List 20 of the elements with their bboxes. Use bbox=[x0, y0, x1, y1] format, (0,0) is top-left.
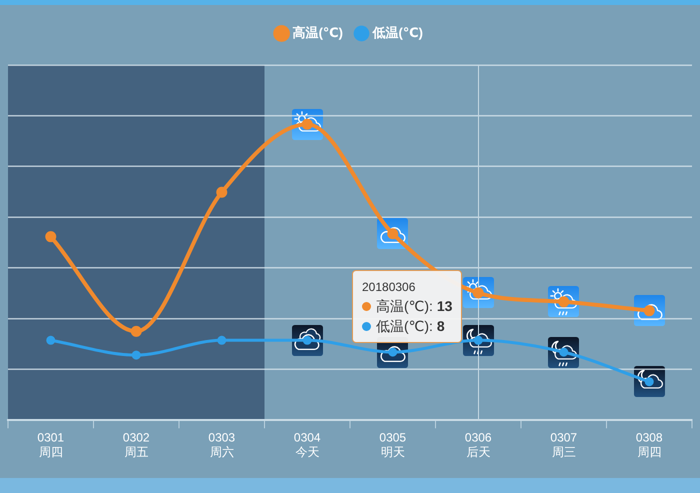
x-tick-label: 0304 今天 bbox=[294, 430, 321, 460]
x-tick-label: 0301 周四 bbox=[37, 430, 64, 460]
x-tick-label: 0303 周六 bbox=[208, 430, 236, 460]
point bbox=[132, 350, 141, 360]
x-tick-label: 0305 明天 bbox=[379, 430, 406, 460]
legend-label: 高温(℃) bbox=[292, 25, 344, 40]
x-tick-label: 0308 周四 bbox=[636, 430, 663, 460]
point bbox=[45, 231, 56, 242]
point bbox=[217, 336, 226, 345]
annotation: 20180306 bbox=[362, 279, 416, 296]
point bbox=[46, 336, 56, 345]
x-tick-label: 0302 周五 bbox=[122, 430, 150, 460]
legend-label: 低温(℃) bbox=[372, 25, 423, 40]
point bbox=[130, 326, 142, 337]
tooltip-panel: 20180306 高温(℃): 13 低温(℃): 8 bbox=[352, 270, 462, 343]
annotation: 高温(℃): 13 bbox=[376, 298, 452, 314]
annotation: 低温(℃): 8 bbox=[376, 318, 445, 334]
x-tick-label: 0307 周三 bbox=[550, 430, 578, 460]
x-tick-label: 0306 后天 bbox=[464, 430, 492, 460]
point bbox=[216, 186, 228, 198]
